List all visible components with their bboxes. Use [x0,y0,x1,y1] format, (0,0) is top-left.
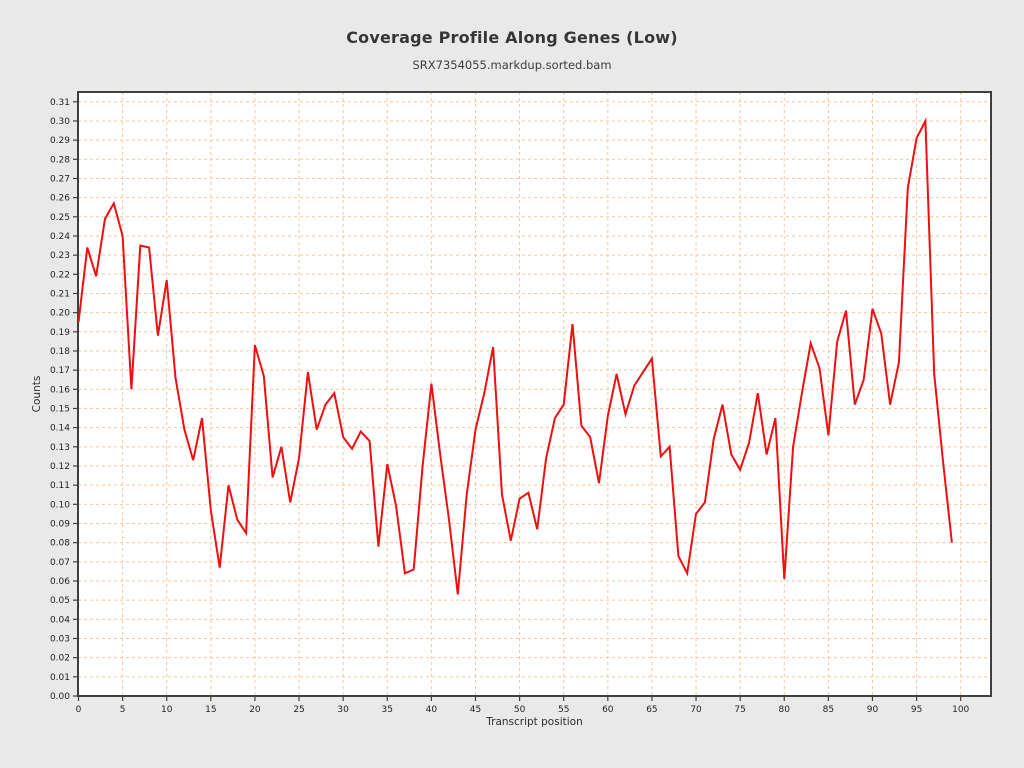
y-tick-label: 0.21 [50,289,70,299]
y-tick-label: 0.12 [50,462,70,472]
plot-frame [77,91,992,697]
x-tick-label: 0 [76,705,82,715]
y-tick-label: 0.30 [50,117,70,127]
x-tick-label: 55 [558,705,569,715]
x-tick-label: 60 [602,705,614,715]
x-tick-label: 80 [779,705,791,715]
y-tick-label: 0.05 [50,596,70,606]
y-axis-title: Counts [31,375,43,413]
y-tick-label: 0.03 [50,634,70,644]
x-tick-label: 15 [205,705,216,715]
y-tick-label: 0.18 [50,347,70,357]
y-tick-label: 0.23 [50,251,70,261]
y-tick-label: 0.24 [50,232,70,242]
y-tick-label: 0.08 [50,539,70,549]
x-tick-label: 5 [120,705,126,715]
y-tick-label: 0.20 [50,309,70,319]
y-tick-label: 0.14 [50,424,70,434]
x-tick-label: 45 [470,705,481,715]
plot-background [78,92,991,696]
y-tick-label: 0.28 [50,155,70,165]
chart-title: Coverage Profile Along Genes (Low) [346,28,678,47]
coverage-line [77,117,953,595]
x-tick-label: 50 [514,705,526,715]
x-tick-label: 90 [867,705,879,715]
y-tick-label: 0.16 [50,385,70,395]
y-tick-label: 0.01 [50,673,70,683]
y-tick-label: 0.11 [50,481,70,491]
y-tick-label: 0.29 [50,136,70,146]
y-tick-label: 0.06 [50,577,70,587]
y-tick-label: 0.27 [50,174,70,184]
y-tick-label: 0.22 [50,270,70,280]
y-tick-label: 0.15 [50,404,70,414]
y-tick-label: 0.10 [50,500,70,510]
chart-subtitle: SRX7354055.markdup.sorted.bam [412,58,612,72]
x-tick-label: 40 [426,705,438,715]
y-tick-label: 0.09 [50,519,70,529]
y-tick-label: 0.00 [50,692,70,702]
y-tick-label: 0.26 [50,194,70,204]
y-tick-label: 0.17 [50,366,70,376]
x-tick-label: 25 [293,705,304,715]
x-tick-label: 35 [382,705,393,715]
x-tick-label: 70 [690,705,702,715]
x-tick-label: 20 [249,705,261,715]
x-tick-label: 10 [161,705,173,715]
x-tick-label: 95 [911,705,922,715]
x-axis-title: Transcript position [486,716,583,728]
y-tick-label: 0.02 [50,654,70,664]
x-tick-label: 85 [823,705,834,715]
y-tick-label: 0.07 [50,558,70,568]
x-tick-label: 65 [646,705,657,715]
y-tick-label: 0.19 [50,328,70,338]
x-tick-label: 100 [952,705,969,715]
y-tick-label: 0.13 [50,443,70,453]
x-tick-label: 30 [337,705,349,715]
y-tick-label: 0.31 [50,98,70,108]
x-tick-label: 75 [734,705,745,715]
y-tick-label: 0.04 [50,615,70,625]
y-tick-label: 0.25 [50,213,70,223]
